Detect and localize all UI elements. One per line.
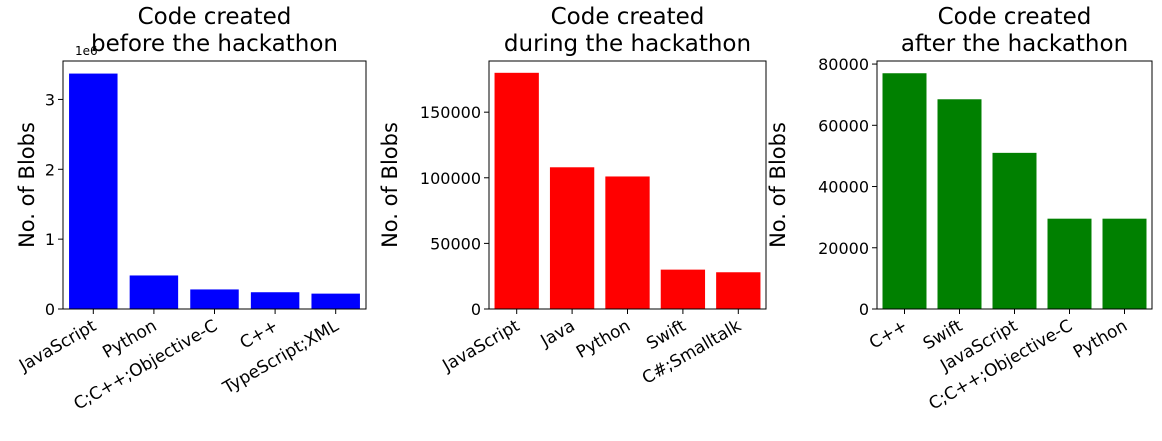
bar [250,292,300,309]
chart-title-line: Code created [938,4,1092,30]
bar [660,269,706,309]
bar [311,293,360,309]
x-tick-label: JavaScript [15,316,100,377]
bar [549,167,595,309]
bar [992,152,1037,309]
y-tick-label: 2 [45,160,55,179]
y-axis-label: No. of Blobs [15,122,39,248]
y-tick-label: 60000 [818,116,869,135]
chart-title-line: before the hackathon [91,31,338,57]
y-tick-label: 0 [859,300,869,319]
y-tick-label: 1 [45,230,55,249]
y-axis-offset-label: 1e6 [75,44,98,58]
bar [69,73,118,309]
y-tick-label: 80000 [818,55,869,74]
y-tick-label: 0 [45,300,55,319]
bar [882,73,927,309]
bar [716,272,761,309]
bar [190,289,239,309]
bar [605,176,650,309]
y-tick-label: 100000 [420,169,481,188]
bar [1102,218,1147,309]
chart-title-line: Code created [551,4,705,30]
chart-title-line: after the hackathon [901,31,1128,57]
chart-title-line: during the hackathon [504,31,751,57]
x-tick-label: C++ [866,316,911,354]
x-tick-label: Python [573,316,634,363]
y-tick-label: 50000 [430,234,481,253]
chart-title-line: Code created [138,4,292,30]
y-tick-label: 0 [471,300,481,319]
y-axis-label: No. of Blobs [378,122,402,248]
bar [494,72,539,309]
x-tick-label: JavaScript [439,316,524,377]
bar [1047,218,1092,309]
y-tick-label: 40000 [818,178,869,197]
bar [129,275,179,309]
y-tick-label: 150000 [420,103,481,122]
y-axis-label: No. of Blobs [766,122,790,248]
y-tick-label: 3 [45,90,55,109]
x-tick-label: TypeScript;XML [219,316,343,399]
bar [937,99,982,309]
x-tick-label: Java [537,316,579,352]
x-tick-label: Python [1070,316,1131,363]
y-tick-label: 20000 [818,239,869,258]
x-tick-label: C++ [237,316,282,354]
